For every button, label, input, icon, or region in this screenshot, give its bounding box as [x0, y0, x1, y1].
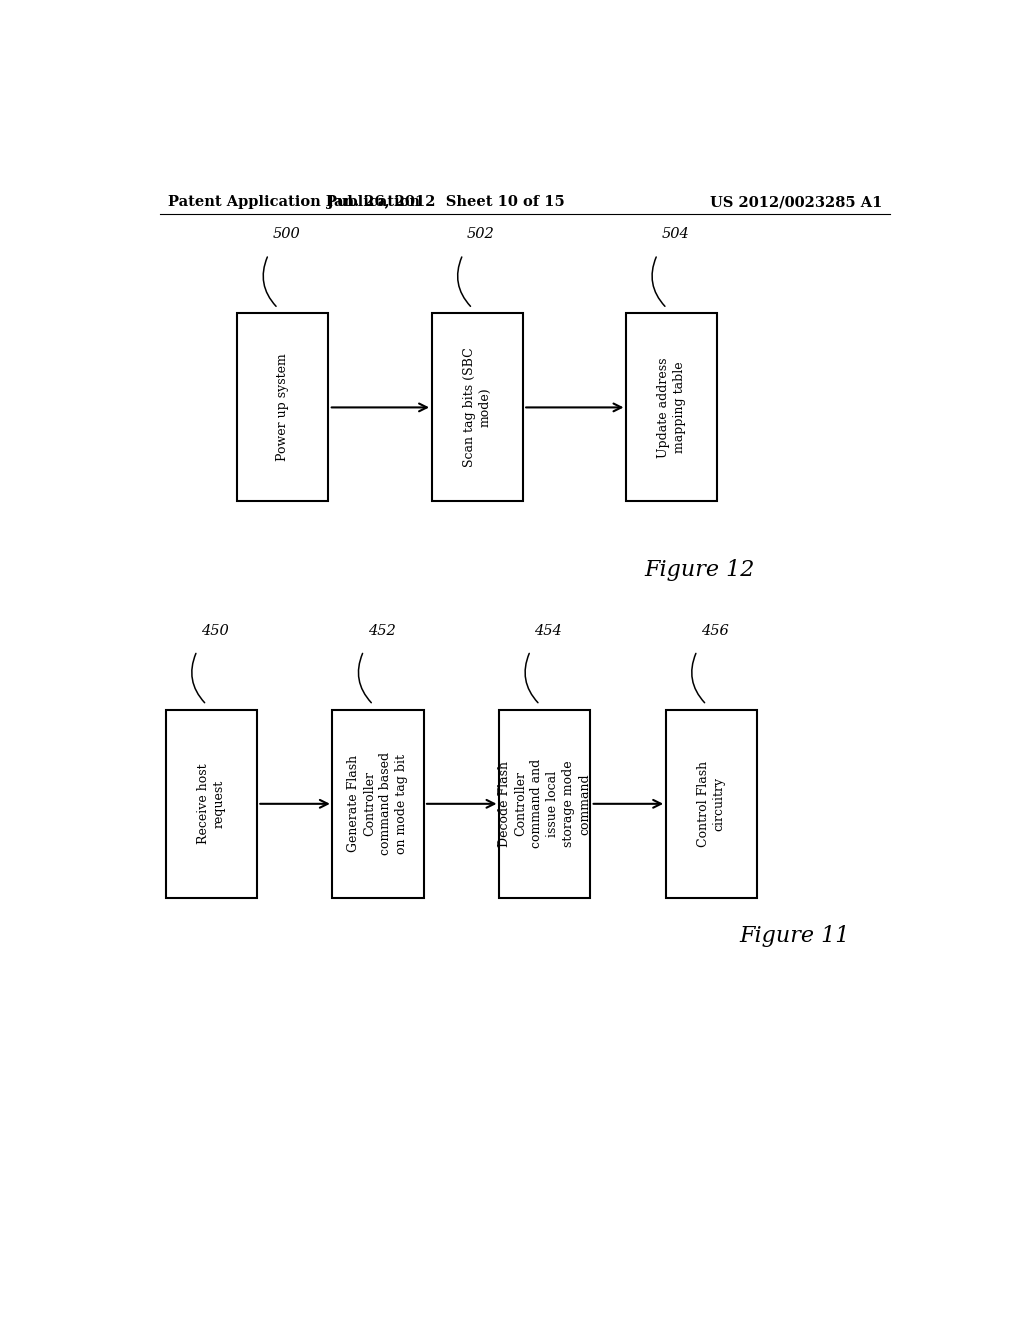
Text: Generate Flash
Controller
command based
on mode tag bit: Generate Flash Controller command based …: [347, 752, 409, 855]
Bar: [666, 710, 757, 898]
Text: Update address
mapping table: Update address mapping table: [657, 358, 686, 458]
Text: Receive host
request: Receive host request: [197, 763, 226, 843]
Text: Control Flash
circuitry: Control Flash circuitry: [696, 760, 726, 847]
Text: Decode Flash
Controller
command and
issue local
storage mode
command: Decode Flash Controller command and issu…: [498, 759, 591, 849]
Text: 450: 450: [201, 623, 228, 638]
Text: 456: 456: [701, 623, 729, 638]
Text: 500: 500: [272, 227, 300, 242]
Bar: [166, 710, 257, 898]
Text: Figure 12: Figure 12: [644, 560, 755, 581]
Text: US 2012/0023285 A1: US 2012/0023285 A1: [710, 195, 882, 209]
Text: 454: 454: [535, 623, 562, 638]
Text: Power up system: Power up system: [276, 354, 289, 461]
Text: Scan tag bits (SBC
mode): Scan tag bits (SBC mode): [463, 347, 492, 467]
Text: 504: 504: [662, 227, 689, 242]
Text: 502: 502: [467, 227, 495, 242]
Text: 452: 452: [368, 623, 395, 638]
Bar: [238, 313, 329, 502]
Bar: [333, 710, 424, 898]
Bar: [626, 313, 717, 502]
Text: Figure 11: Figure 11: [739, 925, 850, 946]
Bar: [431, 313, 523, 502]
Bar: [499, 710, 590, 898]
Text: Jan. 26, 2012  Sheet 10 of 15: Jan. 26, 2012 Sheet 10 of 15: [327, 195, 564, 209]
Text: Patent Application Publication: Patent Application Publication: [168, 195, 420, 209]
